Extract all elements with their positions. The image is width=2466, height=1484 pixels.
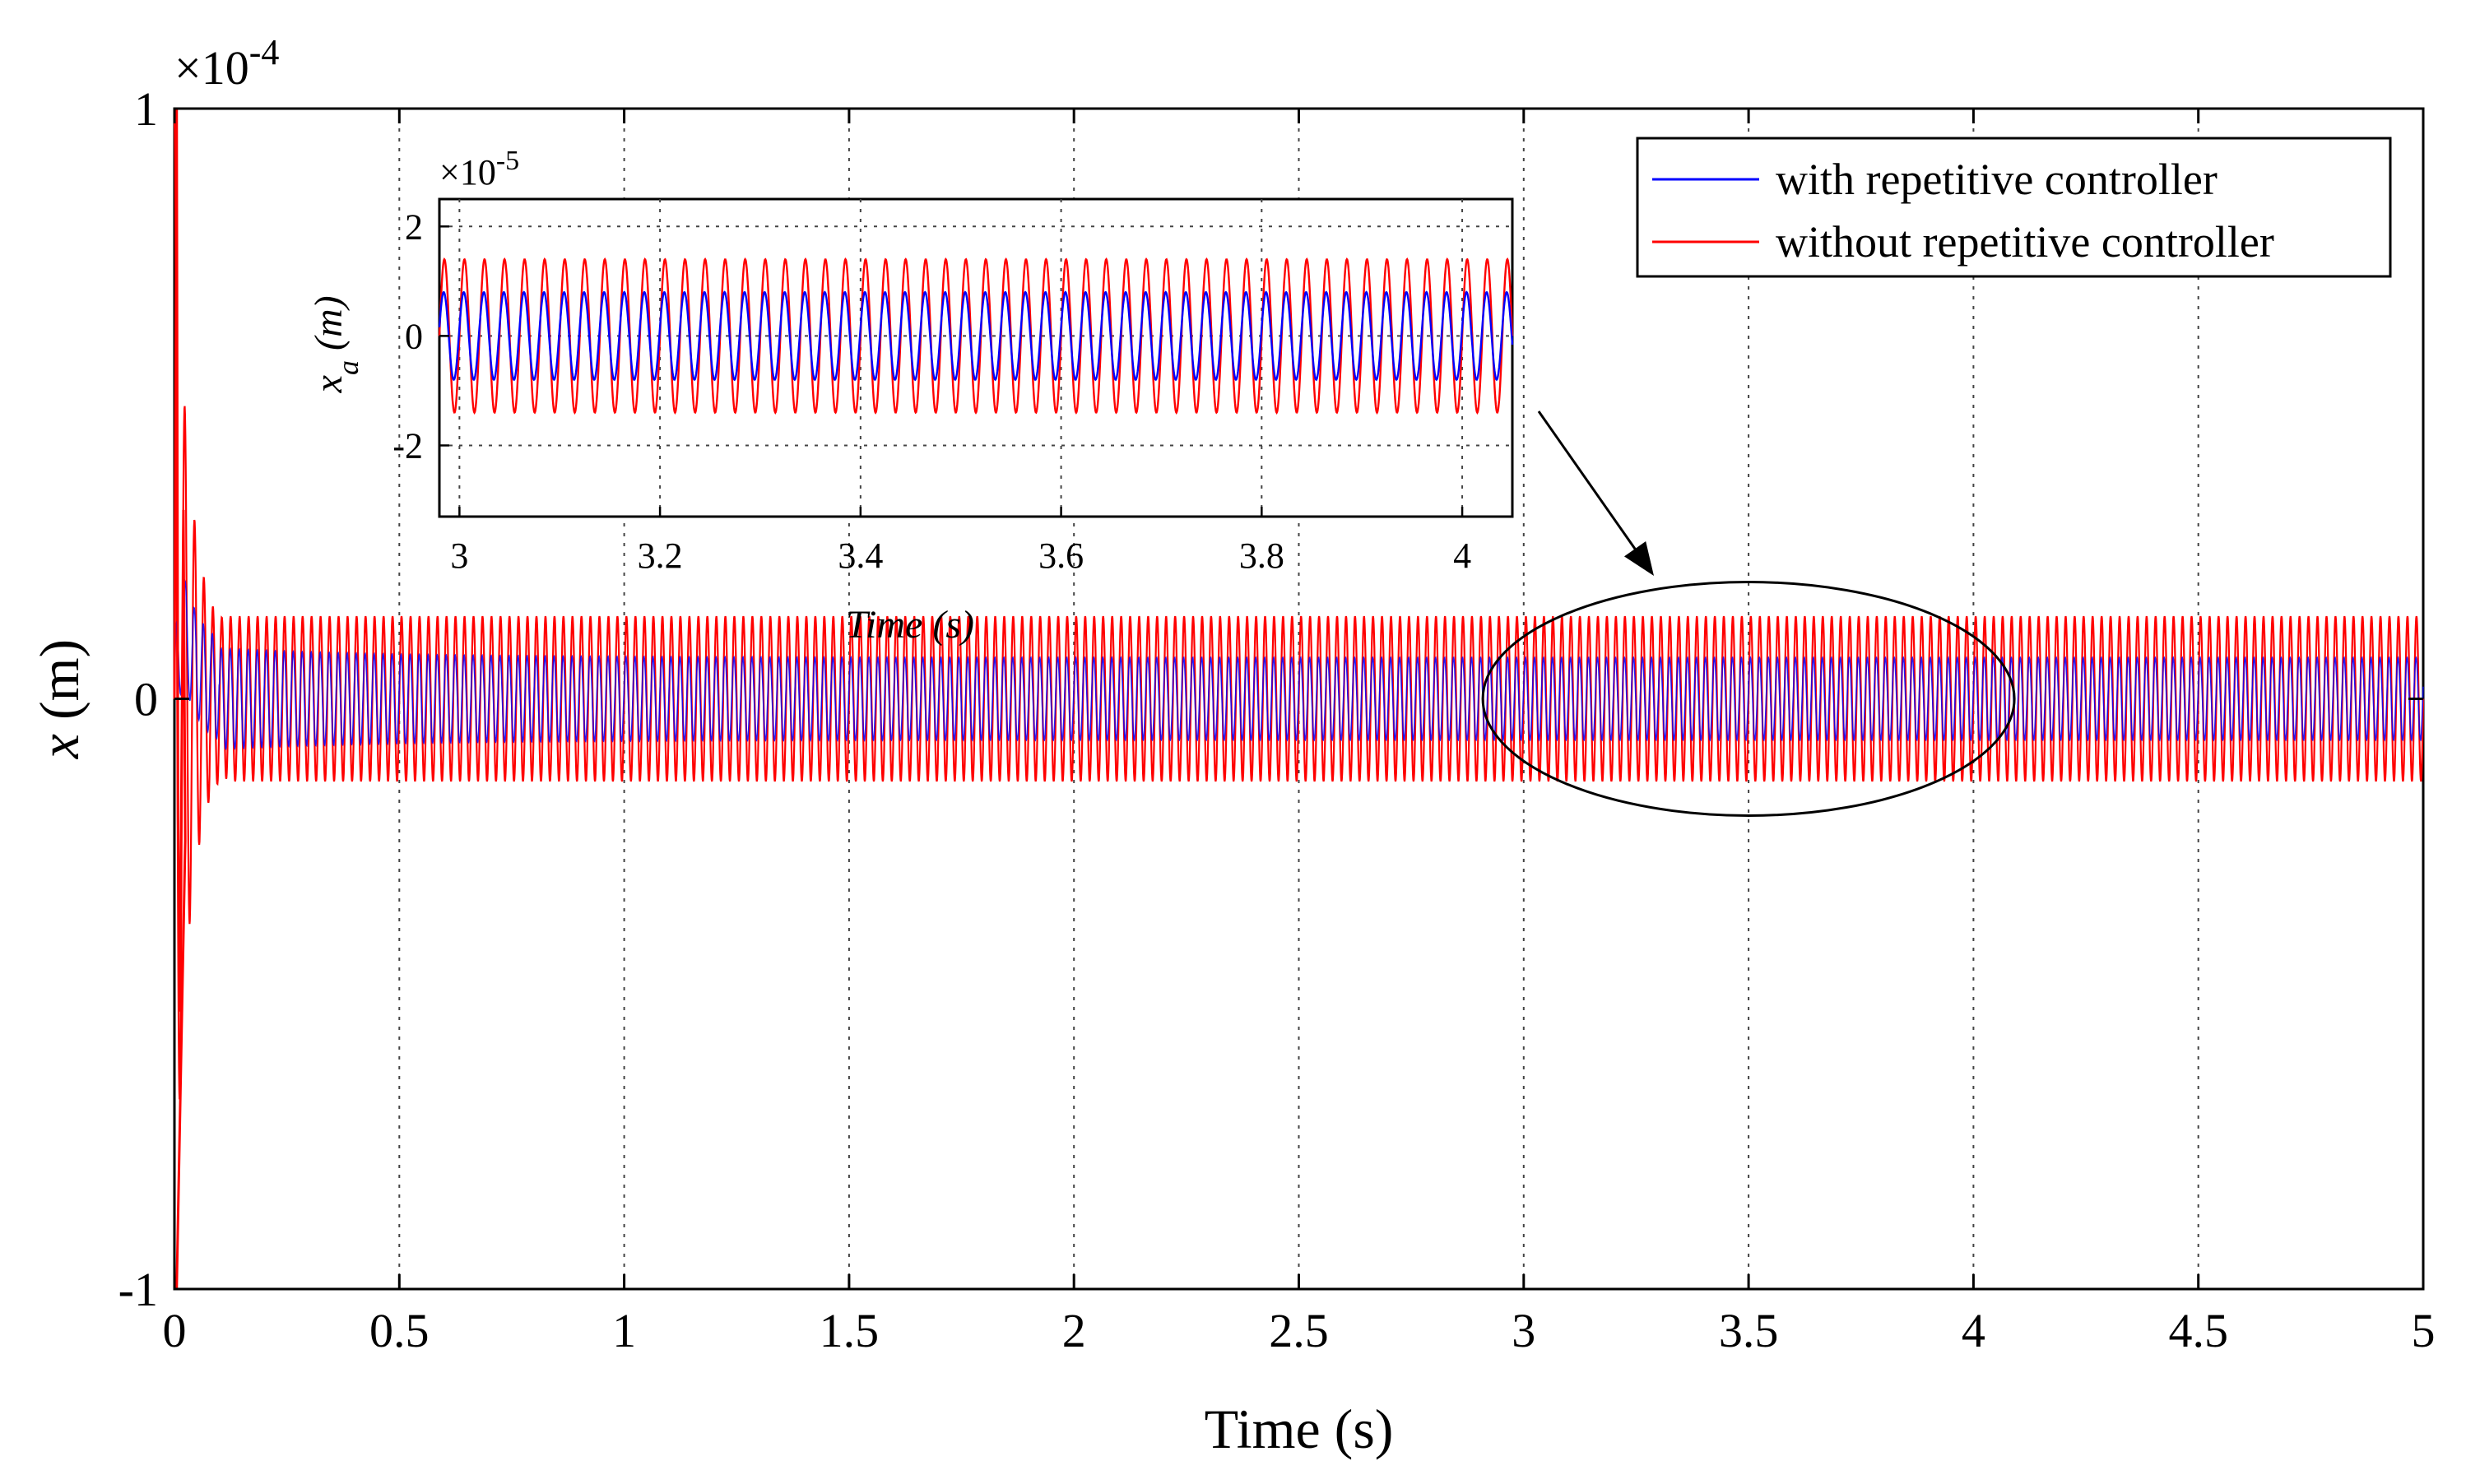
inset-x-tick-label: 3.6: [1038, 536, 1084, 576]
inset-y-exponent-power: -5: [496, 146, 519, 176]
inset-series-without-rc: [438, 257, 1514, 415]
inset-y-var: x: [307, 375, 351, 393]
main-y-unit: (m): [28, 639, 91, 734]
main-series-with-rc: [174, 578, 2424, 750]
inset-y-sub: a: [332, 360, 365, 375]
main-y-axis-label: x (m): [28, 639, 91, 759]
inset-y-axis-label: xa (m): [307, 295, 365, 393]
inset-x-tick-label: 4: [1453, 536, 1471, 576]
inset-x-tick-label: 3.8: [1239, 536, 1284, 576]
inset-x-axis-label: Time (s): [846, 603, 974, 647]
main-x-tick-label: 5: [2412, 1304, 2436, 1357]
inset-plot: 3 3.2 3.4 3.6 3.8 4 -2 0 2 ×10-5 Time (s) xa (m): [307, 146, 1514, 647]
main-x-tick-label: 1.5: [820, 1304, 880, 1357]
legend-box: [1636, 137, 2392, 278]
inset-y-exponent: ×10-5: [439, 146, 519, 193]
inset-x-tick-label: 3.2: [638, 536, 683, 576]
zoom-ellipse: [1481, 581, 2016, 817]
main-x-tick-label: 1: [612, 1304, 636, 1357]
inset-y-tick-label: -2: [392, 425, 423, 466]
main-x-axis-label: Time (s): [1205, 1398, 1394, 1460]
zoom-arrowhead: [1623, 541, 1654, 576]
legend-label-with-rc: with repetitive controller: [1776, 155, 2218, 204]
main-y-tick-label: 1: [134, 82, 158, 136]
zoom-annotation: [1481, 410, 2016, 817]
main-x-tick-label: 2.5: [1269, 1304, 1329, 1357]
inset-y-exponent-base: ×10: [439, 152, 496, 192]
main-y-exponent: ×10-4: [174, 32, 279, 95]
main-y-tick-label: -1: [118, 1263, 158, 1316]
main-ticks: 0 0.5 1 1.5 2 2.5 3 3.5 4 4.5 5-101: [118, 82, 2436, 1357]
inset-y-tick-label: 0: [405, 316, 423, 356]
legend-label-without-rc: without repetitive controller: [1776, 217, 2274, 267]
main-x-tick-label: 4: [1962, 1304, 1985, 1357]
main-x-tick-label: 3: [1512, 1304, 1535, 1357]
main-y-tick-label: 0: [134, 673, 158, 726]
inset-y-tick-label: 2: [405, 206, 423, 247]
main-x-tick-label: 0: [163, 1304, 187, 1357]
inset-axes-frame: [438, 197, 1514, 518]
main-y-exponent-power: -4: [249, 32, 280, 72]
main-x-tick-label: 0.5: [369, 1304, 430, 1357]
legend: with repetitive controller without repet…: [1636, 137, 2392, 278]
inset-x-tick-label: 3.4: [838, 536, 883, 576]
zoom-arrow: [1537, 410, 1644, 560]
main-y-var: x: [28, 734, 91, 759]
main-x-tick-label: 3.5: [1719, 1304, 1779, 1357]
inset-y-unit: (m): [307, 295, 351, 360]
inset-x-tick-label: 3: [450, 536, 468, 576]
main-x-tick-label: 2: [1062, 1304, 1086, 1357]
inset-series-with-rc: [438, 290, 1514, 382]
inset-series: [438, 257, 1514, 415]
main-x-tick-label: 4.5: [2168, 1304, 2228, 1357]
inset-ticks: 3 3.2 3.4 3.6 3.8 4 -2 0 2: [392, 206, 1471, 576]
main-y-exponent-base: ×10: [174, 41, 249, 95]
